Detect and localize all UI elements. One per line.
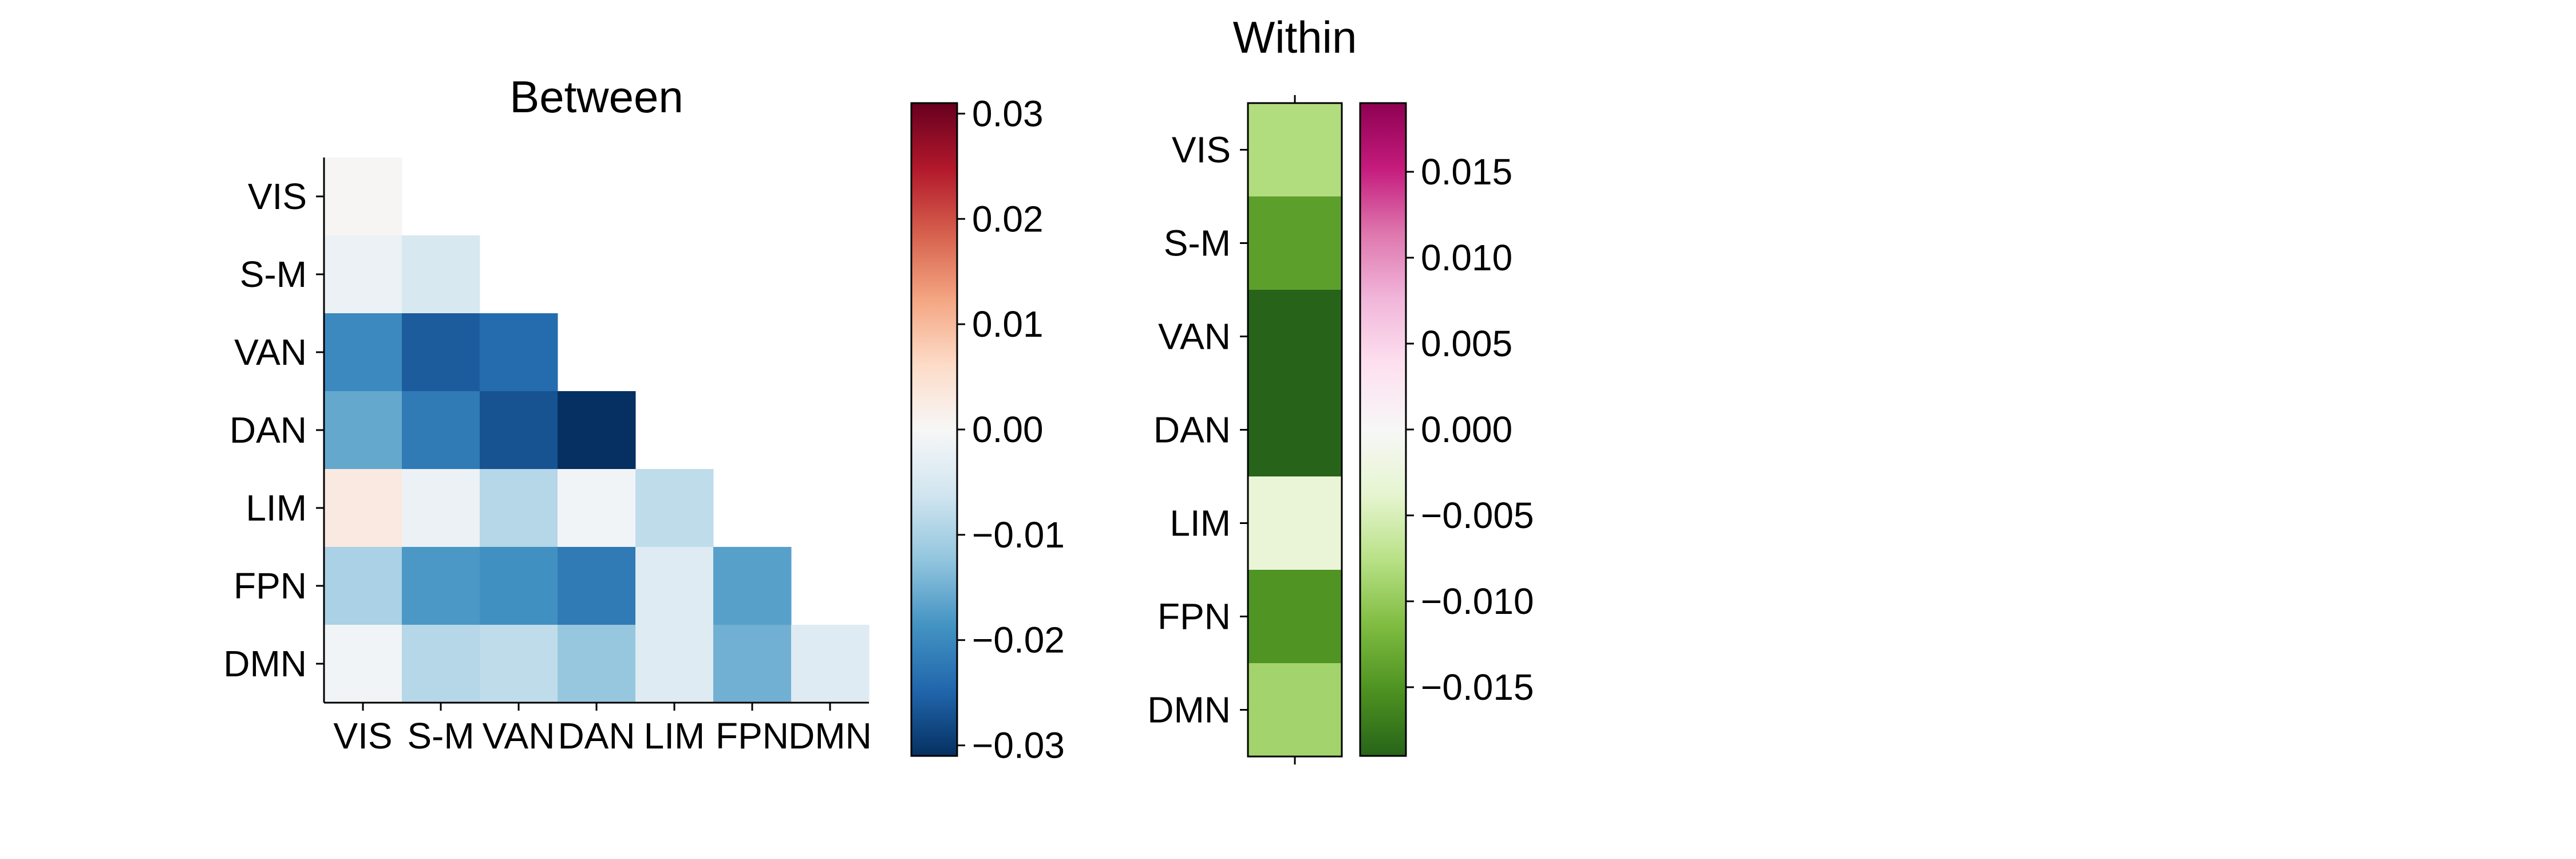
between-cell-fpn-van	[480, 547, 558, 625]
between-colorbar: 0.03 0.02 0.01 0.00 −0.01 −0.02 −0.03	[910, 93, 1065, 766]
between-cell-van-s-m	[402, 313, 480, 392]
within-title: Within	[1233, 12, 1357, 62]
between-y-tick-vis: VIS	[248, 176, 307, 217]
between-cell-lim-lim	[635, 469, 714, 547]
between-cell-dan-dan	[558, 391, 636, 470]
between-cell-dan-van	[480, 391, 558, 470]
between-cell-fpn-dan	[558, 547, 636, 625]
between-cell-dmn-s-m	[402, 625, 480, 703]
between-cell-lim-dan	[558, 469, 636, 547]
between-colorbar-tick-6: −0.03	[972, 725, 1065, 766]
within-cell-vis	[1248, 103, 1342, 197]
between-cells	[324, 157, 870, 703]
between-cell-fpn-s-m	[402, 547, 480, 625]
within-colorbar-tick-0: 0.015	[1421, 151, 1512, 192]
within-cell-dan	[1248, 383, 1342, 477]
between-cell-dmn-vis	[324, 625, 402, 703]
between-x-tick-s-m: S-M	[407, 715, 474, 756]
between-cell-s-m-s-m	[402, 235, 480, 314]
within-y-tick-dan: DAN	[1153, 409, 1231, 451]
between-cell-dmn-dan	[558, 625, 636, 703]
between-x-ticks: VIS S-M VAN DAN LIM FPN DMN	[333, 703, 872, 756]
within-cell-lim	[1248, 476, 1342, 570]
between-cell-dan-s-m	[402, 391, 480, 470]
between-cell-dmn-van	[480, 625, 558, 703]
between-y-tick-lim: LIM	[246, 487, 307, 529]
between-x-tick-vis: VIS	[333, 715, 392, 756]
between-cell-dmn-dmn	[791, 625, 870, 703]
between-title: Between	[509, 72, 683, 122]
between-y-tick-van: VAN	[234, 332, 307, 373]
between-x-tick-dan: DAN	[558, 715, 635, 756]
between-cell-dmn-lim	[635, 625, 714, 703]
within-y-tick-lim: LIM	[1170, 503, 1231, 544]
between-x-tick-lim: LIM	[644, 715, 705, 756]
within-cell-s-m	[1248, 196, 1342, 290]
between-colorbar-tick-4: −0.01	[972, 514, 1065, 555]
between-cell-fpn-fpn	[713, 547, 792, 625]
within-heatmap: Within VIS S-M VAN DAN LIM FPN DMN	[1147, 12, 1357, 765]
between-cell-dmn-fpn	[713, 625, 792, 703]
within-colorbar-tick-2: 0.005	[1421, 323, 1512, 364]
between-cell-van-vis	[324, 313, 402, 392]
between-cell-lim-van	[480, 469, 558, 547]
between-cell-vis-vis	[324, 157, 402, 236]
between-colorbar-gradient	[910, 102, 958, 757]
within-cell-van	[1248, 290, 1342, 384]
between-y-tick-dan: DAN	[230, 409, 307, 451]
within-cell-dmn	[1248, 663, 1342, 757]
between-x-tick-dmn: DMN	[788, 715, 872, 756]
within-y-tick-vis: VIS	[1172, 129, 1231, 171]
between-cell-lim-vis	[324, 469, 402, 547]
between-cell-van-van	[480, 313, 558, 392]
between-colorbar-tick-3: 0.00	[972, 409, 1044, 450]
between-y-tick-fpn: FPN	[234, 565, 307, 606]
between-x-tick-van: VAN	[483, 715, 555, 756]
within-y-ticks: VIS S-M VAN DAN LIM FPN DMN	[1147, 129, 1248, 731]
within-cells	[1247, 95, 1343, 765]
between-cell-lim-s-m	[402, 469, 480, 547]
within-y-tick-fpn: FPN	[1157, 596, 1231, 637]
between-y-tick-dmn: DMN	[223, 643, 307, 684]
between-colorbar-tick-0: 0.03	[972, 93, 1044, 134]
within-cell-fpn	[1248, 570, 1342, 664]
within-y-tick-s-m: S-M	[1164, 223, 1231, 264]
within-colorbar-tick-3: 0.000	[1421, 409, 1512, 450]
within-colorbar-tick-5: −0.010	[1421, 581, 1534, 622]
between-colorbar-tick-2: 0.01	[972, 304, 1044, 345]
between-y-ticks: VIS S-M VAN DAN LIM FPN DMN	[223, 176, 324, 684]
within-colorbar: 0.015 0.010 0.005 0.000 −0.005 −0.010 −0.015	[1359, 102, 1534, 757]
between-colorbar-tick-1: 0.02	[972, 198, 1044, 239]
between-cell-fpn-lim	[635, 547, 714, 625]
within-y-tick-dmn: DMN	[1147, 689, 1231, 731]
between-cell-fpn-vis	[324, 547, 402, 625]
between-x-tick-fpn: FPN	[716, 715, 789, 756]
between-y-tick-s-m: S-M	[240, 254, 307, 295]
between-colorbar-tick-5: −0.02	[972, 620, 1065, 661]
within-colorbar-gradient	[1359, 102, 1407, 757]
within-colorbar-tick-6: −0.015	[1421, 667, 1534, 708]
between-cell-s-m-vis	[324, 235, 402, 314]
within-colorbar-tick-1: 0.010	[1421, 237, 1512, 278]
within-colorbar-tick-4: −0.005	[1421, 495, 1534, 536]
between-cell-dan-vis	[324, 391, 402, 470]
within-y-tick-van: VAN	[1158, 316, 1231, 357]
